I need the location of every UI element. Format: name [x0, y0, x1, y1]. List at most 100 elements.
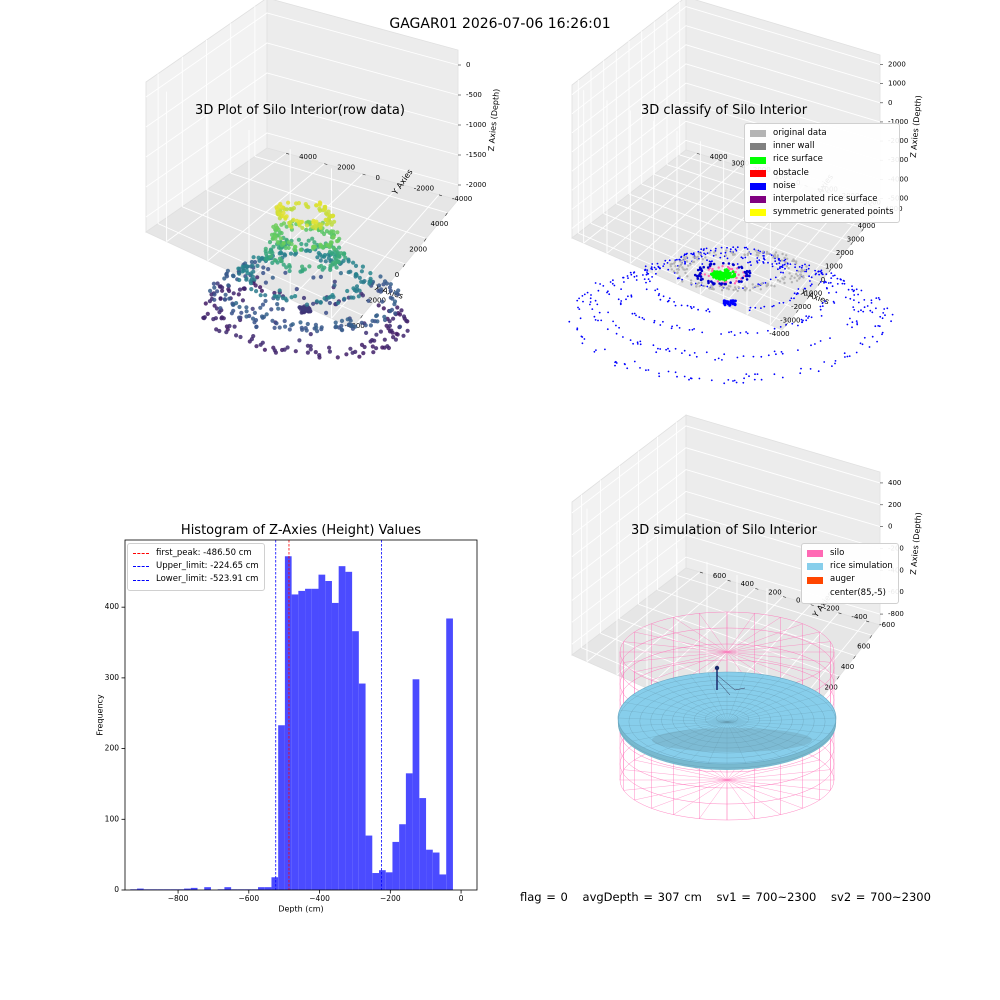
z-grid-line [571, 425, 881, 514]
noise-point [778, 262, 781, 265]
data-point [351, 286, 356, 291]
legend-item: symmetric generated points [750, 206, 894, 219]
legend-label: obstacle [773, 167, 809, 178]
noise-point [686, 304, 689, 307]
noise-point [786, 263, 789, 265]
data-point [281, 221, 287, 226]
noise-point [683, 375, 686, 378]
original-point [679, 260, 682, 263]
legend-item: Upper_limit: -224.65 cm [133, 560, 259, 573]
noise-point [606, 328, 609, 331]
data-point [376, 303, 381, 308]
noise-point [723, 382, 726, 385]
y-tick-label: 100 [105, 814, 120, 823]
original-point [680, 262, 683, 265]
avg-depth-value: avgDepth = 307 cm [582, 890, 702, 904]
data-point [294, 287, 299, 292]
original-point [681, 266, 684, 269]
data-point [360, 264, 365, 269]
noise-point [636, 341, 639, 344]
legend-item: first_peak: -486.50 cm [133, 547, 259, 560]
noise-point [708, 260, 711, 263]
data-point [328, 240, 333, 245]
noise-point [608, 293, 611, 296]
noise-point [617, 298, 620, 301]
noise-point [777, 268, 779, 271]
noise-point [849, 317, 851, 320]
noise-point [653, 321, 655, 324]
noise-point [719, 256, 722, 259]
data-point [354, 272, 359, 277]
noise-point [781, 376, 784, 379]
data-point [281, 262, 286, 267]
noise-point [658, 372, 660, 375]
noise-point [701, 331, 704, 334]
noise-point [829, 281, 832, 284]
noise-point [802, 319, 804, 322]
noise-point [668, 259, 671, 262]
data-point [286, 245, 291, 250]
data-point [260, 302, 266, 307]
data-point [212, 292, 217, 297]
original-point [685, 255, 688, 259]
rice-mesh-line [643, 688, 728, 723]
histogram-bar [190, 887, 198, 890]
noise-point [673, 301, 675, 303]
legend-item: center(85,-5) [807, 587, 893, 600]
data-point [332, 283, 337, 288]
data-point [318, 242, 323, 247]
noise-point [597, 319, 599, 322]
z-grid-line [145, 102, 459, 188]
rice-surface-point [731, 275, 735, 279]
noise-point [698, 266, 702, 269]
original-point [724, 254, 728, 257]
original-point [679, 264, 682, 267]
histogram-bar [284, 556, 292, 890]
legend-label: silo [830, 548, 845, 558]
data-point [361, 351, 366, 356]
noise-point [657, 294, 660, 297]
noise-point [878, 325, 881, 328]
noise-point [593, 315, 596, 318]
noise-point [580, 335, 583, 338]
original-point [759, 288, 762, 291]
rice-mesh-line [617, 717, 728, 723]
data-point [212, 297, 217, 302]
silo-spoke [726, 779, 755, 819]
silo-spoke [673, 779, 728, 815]
data-point [278, 236, 283, 241]
noise-point [818, 273, 820, 276]
noise-point [683, 349, 686, 352]
data-point [335, 230, 340, 235]
z-tick-label: -1000 [888, 118, 908, 126]
data-point [318, 274, 323, 279]
original-point [784, 260, 787, 264]
original-point [683, 268, 686, 271]
noise-point [717, 357, 720, 360]
noise-point [739, 332, 742, 334]
data-point [211, 281, 216, 286]
data-point [238, 334, 243, 340]
original-point [703, 285, 706, 288]
rice-mesh-line [726, 721, 811, 748]
sv1-value: sv1 = 700~2300 [716, 890, 817, 904]
histogram-bar [379, 870, 386, 890]
noise-point [798, 266, 801, 268]
noise-point [831, 365, 833, 367]
rice-mesh-line [632, 694, 728, 723]
noise-point [843, 352, 846, 355]
noise-point [809, 284, 812, 287]
data-point [240, 264, 245, 269]
histogram-bar [439, 874, 447, 890]
x-tick-label: 2000 [409, 245, 427, 253]
noise-point [773, 350, 776, 353]
noise-point [742, 287, 744, 289]
noise-point [823, 361, 826, 363]
noise-point [600, 319, 603, 322]
rice-mesh-line [726, 721, 798, 754]
noise-point [667, 299, 670, 302]
simulation-legend: silo rice simulation auger center(85,-5) [801, 543, 899, 604]
data-point [291, 217, 296, 222]
z-tick-label: -1500 [466, 151, 486, 159]
noise-point [855, 320, 858, 322]
